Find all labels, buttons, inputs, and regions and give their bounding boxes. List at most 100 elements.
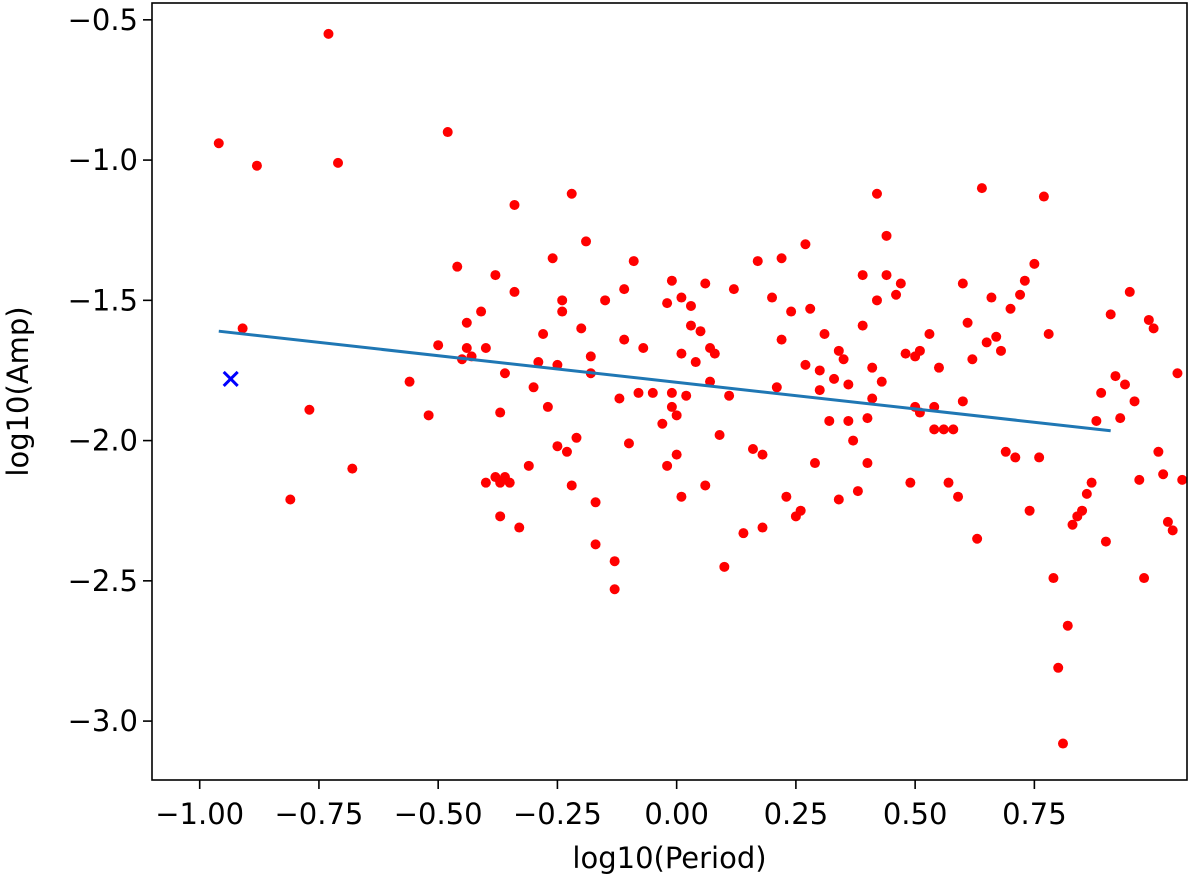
data-point: [871, 188, 882, 199]
data-point: [423, 410, 434, 421]
data-point: [814, 365, 825, 376]
data-point: [490, 270, 501, 281]
data-point: [585, 351, 596, 362]
data-point: [1119, 379, 1130, 390]
data-point: [1019, 275, 1030, 286]
data-point: [509, 286, 520, 297]
data-point: [881, 230, 892, 241]
y-axis-label: log10(Amp): [1, 306, 35, 476]
data-point: [976, 183, 987, 194]
data-point: [981, 337, 992, 348]
data-point: [752, 256, 763, 267]
data-point: [995, 345, 1006, 356]
data-point: [1024, 505, 1035, 516]
data-point: [666, 387, 677, 398]
data-point: [1091, 415, 1102, 426]
data-point: [757, 522, 768, 533]
data-point: [323, 28, 334, 39]
y-tick-label: −3.0: [68, 704, 138, 738]
fit-line: [218, 329, 1111, 433]
data-point: [1086, 477, 1097, 488]
data-point: [347, 463, 358, 474]
data-point: [991, 331, 1002, 342]
data-point: [1177, 474, 1188, 485]
y-ticks: −3.0 −2.5 −2.0 −1.5 −1.0 −0.5: [68, 3, 152, 738]
data-point: [237, 323, 248, 334]
data-point: [499, 368, 510, 379]
data-point: [700, 278, 711, 289]
data-point: [480, 343, 491, 354]
data-point: [1000, 446, 1011, 457]
data-point: [1172, 368, 1183, 379]
data-point: [1010, 452, 1021, 463]
data-point: [523, 460, 534, 471]
x-tick-label: 0.25: [764, 797, 829, 831]
data-point: [666, 275, 677, 286]
data-point: [666, 401, 677, 412]
data-point: [714, 429, 725, 440]
data-point: [848, 435, 859, 446]
y-tick-label: −1.0: [68, 143, 138, 177]
x-tick-label: 0.00: [644, 797, 709, 831]
data-point: [943, 477, 954, 488]
data-point: [1162, 516, 1173, 527]
data-point: [786, 306, 797, 317]
data-point: [619, 284, 630, 295]
data-point: [957, 278, 968, 289]
data-point: [1129, 396, 1140, 407]
x-tick-label: −0.75: [274, 797, 363, 831]
data-point: [1110, 371, 1121, 382]
data-point: [1038, 191, 1049, 202]
points-layer: [213, 28, 1188, 749]
data-point: [929, 424, 940, 435]
data-point: [476, 306, 487, 317]
data-point: [571, 432, 582, 443]
data-point: [1057, 738, 1068, 749]
data-point: [738, 528, 749, 539]
data-point: [862, 458, 873, 469]
data-point: [1043, 328, 1054, 339]
data-point: [1077, 505, 1088, 516]
data-point: [747, 444, 758, 455]
data-point: [1062, 620, 1073, 631]
data-point: [676, 348, 687, 359]
data-point: [461, 343, 472, 354]
data-point: [557, 306, 568, 317]
data-point: [285, 494, 296, 505]
data-point: [581, 236, 592, 247]
data-point: [805, 303, 816, 314]
data-point: [662, 298, 673, 309]
data-point: [838, 354, 849, 365]
data-point: [781, 491, 792, 502]
data-point: [1053, 662, 1064, 673]
data-point: [671, 449, 682, 460]
data-point: [685, 300, 696, 311]
data-point: [933, 362, 944, 373]
x-axis-label: log10(Period): [572, 841, 766, 875]
x-tick-label: 0.75: [1002, 797, 1067, 831]
data-point: [1105, 309, 1116, 320]
data-point: [1153, 446, 1164, 457]
data-point: [857, 270, 868, 281]
data-point: [1067, 519, 1078, 530]
data-point: [771, 382, 782, 393]
data-point: [251, 160, 262, 171]
data-point: [514, 522, 525, 533]
data-point: [590, 497, 601, 508]
data-point: [495, 407, 506, 418]
data-point: [566, 188, 577, 199]
data-point: [433, 340, 444, 351]
data-point: [633, 387, 644, 398]
data-point: [843, 415, 854, 426]
data-point: [857, 320, 868, 331]
data-point: [1100, 536, 1111, 547]
data-point: [924, 328, 935, 339]
data-point: [833, 345, 844, 356]
data-point: [719, 561, 730, 572]
data-point: [1015, 289, 1026, 300]
data-point: [690, 357, 701, 368]
data-point: [480, 477, 491, 488]
data-point: [843, 379, 854, 390]
data-point: [213, 138, 224, 149]
